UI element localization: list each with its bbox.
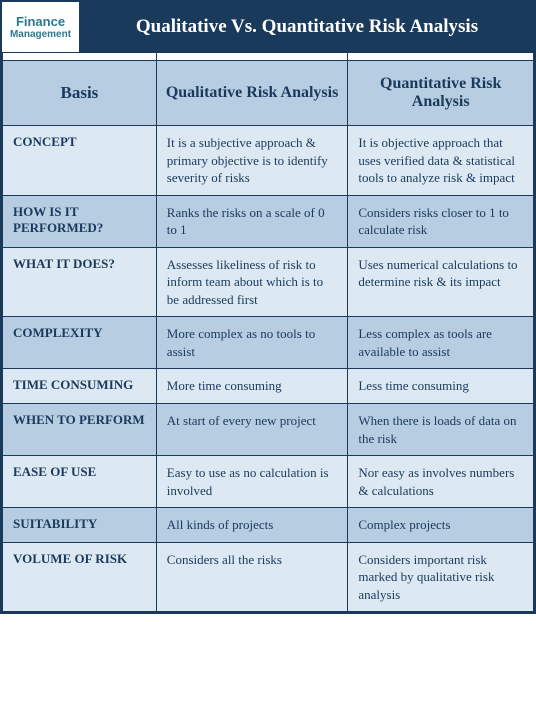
col-header-qualitative: Qualitative Risk Analysis xyxy=(156,61,348,126)
basis-cell: WHAT IT DOES? xyxy=(3,247,157,317)
table-row: TIME CONSUMINGMore time consumingLess ti… xyxy=(3,369,534,404)
table-body: CONCEPTIt is a subjective approach & pri… xyxy=(3,126,534,612)
qualitative-cell: More time consuming xyxy=(156,369,348,404)
header-row: Finance Management Qualitative Vs. Quant… xyxy=(2,2,534,52)
quantitative-cell: Complex projects xyxy=(348,508,534,543)
logo-line2: Management xyxy=(10,29,71,40)
quantitative-cell: It is objective approach that uses verif… xyxy=(348,126,534,196)
logo-line1: Finance xyxy=(16,14,65,29)
basis-cell: SUITABILITY xyxy=(3,508,157,543)
basis-cell: EASE OF USE xyxy=(3,456,157,508)
col-header-basis: Basis xyxy=(3,61,157,126)
basis-cell: TIME CONSUMING xyxy=(3,369,157,404)
quantitative-cell: Considers risks closer to 1 to calculate… xyxy=(348,195,534,247)
table-row: WHEN TO PERFORMAt start of every new pro… xyxy=(3,404,534,456)
table-row: EASE OF USEEasy to use as no calculation… xyxy=(3,456,534,508)
quantitative-cell: Less time consuming xyxy=(348,369,534,404)
table-row: CONCEPTIt is a subjective approach & pri… xyxy=(3,126,534,196)
table-row: COMPLEXITYMore complex as no tools to as… xyxy=(3,317,534,369)
quantitative-cell: When there is loads of data on the risk xyxy=(348,404,534,456)
table-row: HOW IS IT PERFORMED?Ranks the risks on a… xyxy=(3,195,534,247)
basis-cell: HOW IS IT PERFORMED? xyxy=(3,195,157,247)
basis-cell: COMPLEXITY xyxy=(3,317,157,369)
quantitative-cell: Less complex as tools are available to a… xyxy=(348,317,534,369)
qualitative-cell: All kinds of projects xyxy=(156,508,348,543)
quantitative-cell: Considers important risk marked by quali… xyxy=(348,542,534,612)
basis-cell: WHEN TO PERFORM xyxy=(3,404,157,456)
basis-cell: VOLUME OF RISK xyxy=(3,542,157,612)
spacer-row xyxy=(3,53,534,61)
qualitative-cell: At start of every new project xyxy=(156,404,348,456)
comparison-table: Basis Qualitative Risk Analysis Quantita… xyxy=(2,52,534,612)
basis-cell: CONCEPT xyxy=(3,126,157,196)
page-title: Qualitative Vs. Quantitative Risk Analys… xyxy=(80,2,534,52)
qualitative-cell: More complex as no tools to assist xyxy=(156,317,348,369)
quantitative-cell: Nor easy as involves numbers & calculati… xyxy=(348,456,534,508)
qualitative-cell: It is a subjective approach & primary ob… xyxy=(156,126,348,196)
comparison-table-container: Finance Management Qualitative Vs. Quant… xyxy=(0,0,536,614)
logo-cell: Finance Management xyxy=(2,2,80,52)
table-row: WHAT IT DOES?Assesses likeliness of risk… xyxy=(3,247,534,317)
table-header-row: Basis Qualitative Risk Analysis Quantita… xyxy=(3,61,534,126)
qualitative-cell: Easy to use as no calculation is involve… xyxy=(156,456,348,508)
col-header-quantitative: Quantitative Risk Analysis xyxy=(348,61,534,126)
qualitative-cell: Assesses likeliness of risk to inform te… xyxy=(156,247,348,317)
qualitative-cell: Ranks the risks on a scale of 0 to 1 xyxy=(156,195,348,247)
table-row: VOLUME OF RISKConsiders all the risksCon… xyxy=(3,542,534,612)
table-row: SUITABILITYAll kinds of projectsComplex … xyxy=(3,508,534,543)
qualitative-cell: Considers all the risks xyxy=(156,542,348,612)
quantitative-cell: Uses numerical calculations to determine… xyxy=(348,247,534,317)
